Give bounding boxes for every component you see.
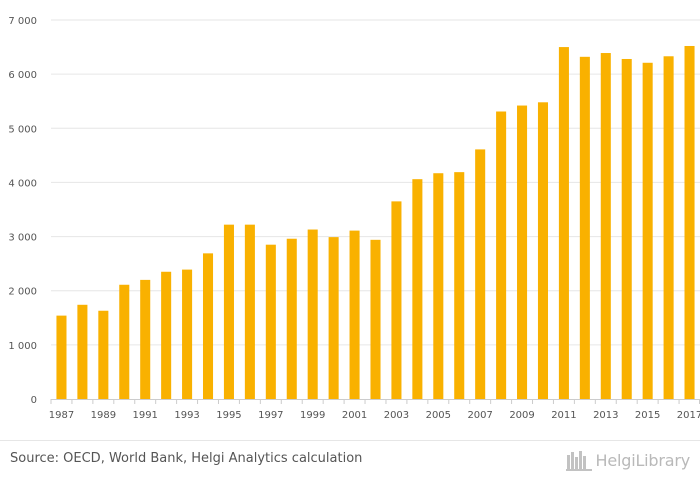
bar-2002 bbox=[370, 239, 381, 399]
bar-2016 bbox=[663, 56, 674, 399]
bar-1999 bbox=[307, 229, 318, 399]
x-tick-label: 2015 bbox=[635, 410, 660, 421]
y-tick-label: 5 000 bbox=[8, 124, 37, 135]
bar-1994 bbox=[202, 253, 214, 399]
bar-2014 bbox=[621, 58, 632, 400]
chart-area: 0 1 000 2 000 3 000 4 000 5 000 6 000 7 000 1987… bbox=[8, 16, 700, 421]
x-tick-label: 1987 bbox=[49, 410, 74, 421]
x-tick-label: 1995 bbox=[216, 410, 241, 421]
x-tick-label: 2003 bbox=[384, 410, 409, 421]
bar-2012 bbox=[579, 56, 590, 400]
y-tick-label: 0 bbox=[31, 395, 37, 406]
bar-2000 bbox=[328, 237, 339, 399]
bar-1995 bbox=[223, 224, 234, 399]
x-tick-label: 2017 bbox=[677, 410, 700, 421]
x-tick-label: 1999 bbox=[300, 410, 325, 421]
bar-2006 bbox=[454, 172, 465, 399]
x-tick-label: 2005 bbox=[426, 410, 451, 421]
bar-2008 bbox=[496, 111, 507, 399]
bar-1990 bbox=[119, 284, 130, 399]
bar-1992 bbox=[161, 271, 172, 399]
bar-1988 bbox=[77, 304, 88, 399]
bar-1991 bbox=[140, 279, 151, 399]
logo-text: HelgiLibrary bbox=[595, 450, 691, 470]
bar-2015 bbox=[642, 62, 653, 399]
bar-2007 bbox=[475, 149, 486, 399]
bar-2011 bbox=[558, 47, 569, 399]
x-tick-label: 1997 bbox=[258, 410, 283, 421]
x-tick-label: 2009 bbox=[509, 410, 534, 421]
bar-2005 bbox=[433, 173, 444, 399]
bar-1987 bbox=[56, 315, 67, 399]
x-tick-label: 1993 bbox=[174, 410, 199, 421]
footer: Source: OECD, World Bank, Helgi Analytic… bbox=[0, 440, 700, 483]
x-tick-label: 2011 bbox=[551, 410, 576, 421]
bar-1998 bbox=[286, 238, 297, 399]
bar-1989 bbox=[98, 310, 109, 399]
x-tick-label: 2001 bbox=[342, 410, 367, 421]
source-note: Source: OECD, World Bank, Helgi Analytic… bbox=[10, 451, 363, 466]
helgi-library-icon bbox=[565, 451, 592, 471]
y-tick-label: 1 000 bbox=[8, 341, 37, 352]
bar-2017 bbox=[684, 45, 695, 399]
bar-2010 bbox=[537, 102, 549, 399]
y-tick-label: 6 000 bbox=[8, 70, 37, 81]
x-tick-label: 2013 bbox=[593, 410, 618, 421]
bar-2013 bbox=[600, 53, 611, 400]
bar-2001 bbox=[349, 230, 360, 399]
bar-1993 bbox=[182, 269, 193, 399]
bar-2009 bbox=[517, 105, 528, 399]
bar-1996 bbox=[244, 224, 255, 399]
bar-2003 bbox=[391, 201, 402, 399]
bar-1997 bbox=[265, 244, 276, 399]
x-tick-label: 1991 bbox=[132, 410, 157, 421]
x-tick-label: 2007 bbox=[467, 410, 492, 421]
helgi-library-logo[interactable]: HelgiLibrary bbox=[565, 448, 691, 472]
bar-chart: 0 1 000 2 000 3 000 4 000 5 000 6 000 7 000 1987… bbox=[8, 16, 700, 421]
y-tick-label: 2 000 bbox=[8, 287, 37, 298]
y-tick-label: 4 000 bbox=[8, 178, 37, 189]
x-tick-label: 1989 bbox=[91, 410, 116, 421]
bar-2004 bbox=[412, 179, 423, 399]
y-tick-label: 3 000 bbox=[8, 233, 37, 244]
y-tick-label: 7 000 bbox=[8, 16, 37, 27]
